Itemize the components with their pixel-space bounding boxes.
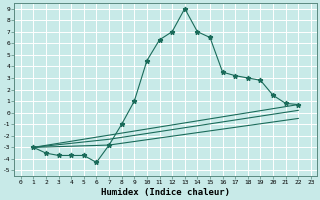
X-axis label: Humidex (Indice chaleur): Humidex (Indice chaleur) [101,188,230,197]
